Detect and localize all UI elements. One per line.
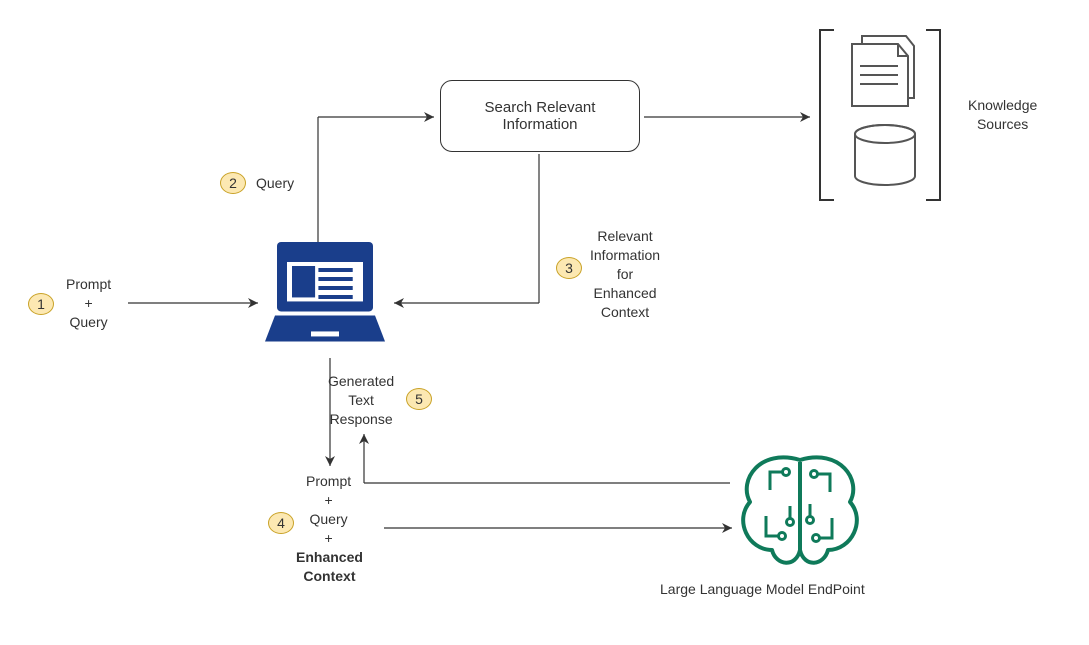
step-3-label: Relevant Information for Enhanced Contex…: [590, 227, 660, 321]
llm-endpoint-label: Large Language Model EndPoint: [660, 580, 865, 599]
step-5-badge: 5: [406, 388, 432, 410]
step-4-label-top: Prompt + Query +: [306, 472, 351, 548]
step-4-label-bottom: Enhanced Context: [296, 548, 363, 586]
step-5-label: Generated Text Response: [328, 372, 394, 429]
step-1-badge: 1: [28, 293, 54, 315]
documents-icon: [852, 36, 914, 106]
step-2-badge: 2: [220, 172, 246, 194]
search-relevant-info-node: Search Relevant Information: [440, 80, 640, 152]
step-1-label: Prompt + Query: [66, 275, 111, 332]
step-2-label: Query: [256, 174, 294, 193]
laptop-icon: [265, 242, 385, 341]
brain-chip-icon: [743, 457, 857, 562]
knowledge-sources-label: Knowledge Sources: [968, 96, 1037, 134]
bracket-icon: [820, 30, 940, 200]
step-3-badge: 3: [556, 257, 582, 279]
step-4-badge: 4: [268, 512, 294, 534]
database-icon: [855, 125, 915, 185]
